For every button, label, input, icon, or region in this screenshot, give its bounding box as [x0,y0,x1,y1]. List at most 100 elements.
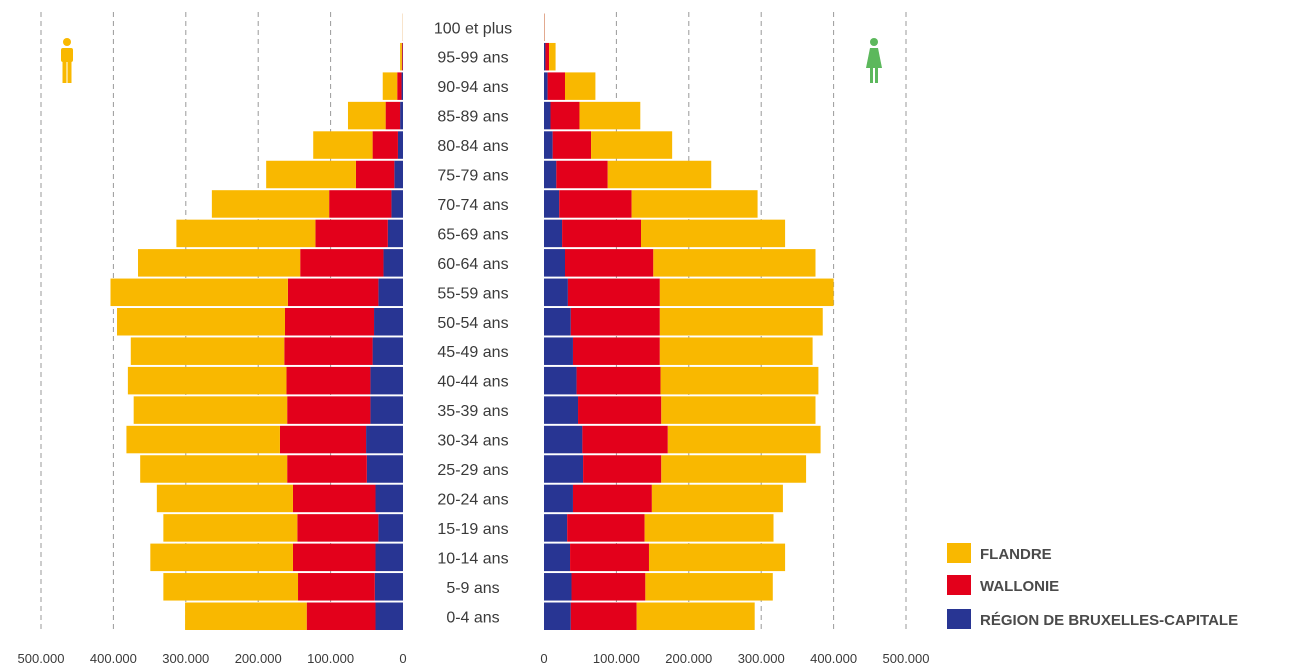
bar-left-bruxelles-0-4-ans [375,602,403,630]
x-tick-label-left: 400.000 [90,651,137,665]
bar-left-wallonie-60-64-ans [300,249,384,277]
bar-right-bruxelles-10-14-ans [544,543,571,572]
bar-right-flandre-50-54-ans [659,308,823,336]
bar-right-flandre-25-29-ans [661,455,807,483]
bar-left-wallonie-50-54-ans [284,308,375,336]
bar-left-wallonie-70-74-ans [329,190,392,218]
x-tick-label-left: 0 [399,651,406,665]
bar-right-bruxelles-15-19-ans [544,514,568,542]
x-tick-label-right: 300.000 [738,651,785,665]
legend-label-flandre: FLANDRE [980,546,1052,563]
bar-left-bruxelles-15-19-ans [378,514,403,542]
x-tick-label-right: 200.000 [665,651,712,665]
female-icon-right-leg [875,67,878,83]
bar-right-wallonie-30-34-ans [582,425,668,454]
bar-right-wallonie-5-9-ans [571,573,646,601]
male-icon-left-leg [62,61,67,83]
bar-left-bruxelles-5-9-ans [374,573,403,601]
bar-right-bruxelles-75-79-ans [544,160,557,189]
age-group-label: 30-34 ans [437,433,508,450]
bar-left-wallonie-15-19-ans [297,514,379,542]
age-group-label: 45-49 ans [437,344,508,361]
bar-left-wallonie-35-39-ans [287,396,371,424]
bar-left-flandre-65-69-ans [176,219,316,248]
legend: FLANDRE WALLONIE RÉGION DE BRUXELLES-CAP… [947,543,1238,629]
x-tick-label-left: 100.000 [307,651,354,665]
bar-left-flandre-50-54-ans [117,308,285,336]
bars-layer [110,13,834,630]
age-group-label: 65-69 ans [437,226,508,243]
bar-right-flandre-55-59-ans [659,278,834,307]
bar-right-bruxelles-45-49-ans [544,337,573,365]
bar-right-flandre-15-19-ans [644,514,774,542]
female-icon-dress [866,48,882,68]
bar-left-bruxelles-50-54-ans [374,308,403,336]
bar-left-flandre-20-24-ans [156,484,293,513]
age-group-label: 80-84 ans [437,138,508,155]
age-group-label: 50-54 ans [437,315,508,332]
bar-right-bruxelles-80-84-ans [544,131,553,159]
bar-right-wallonie-35-39-ans [578,396,662,424]
legend-swatch-wallonie [947,575,971,595]
bar-right-bruxelles-70-74-ans [544,190,560,218]
x-tick-label-right: 100.000 [593,651,640,665]
bar-left-flandre-0-4-ans [185,602,307,630]
bar-right-wallonie-55-59-ans [567,278,660,307]
bar-left-wallonie-65-69-ans [315,219,388,248]
bar-left-wallonie-80-84-ans [372,131,398,159]
bar-left-wallonie-5-9-ans [298,573,375,601]
bar-right-bruxelles-35-39-ans [544,396,579,424]
age-group-label: 85-89 ans [437,109,508,126]
age-group-label: 40-44 ans [437,374,508,391]
bar-left-flandre-85-89-ans [347,101,386,130]
age-labels-layer: 0-4 ans 5-9 ans 10-14 ans 15-19 ans 20-24 an… [434,20,512,626]
male-icon-body [61,48,73,62]
x-tick-label-left: 300.000 [162,651,209,665]
bar-right-flandre-45-49-ans [659,337,813,365]
bar-left-flandre-10-14-ans [150,543,293,572]
bar-right-flandre-80-84-ans [591,131,673,159]
bar-right-wallonie-80-84-ans [552,131,592,159]
bar-right-wallonie-40-44-ans [576,366,661,395]
male-person-icon [61,38,73,83]
bar-left-wallonie-85-89-ans [385,101,401,130]
bar-left-flandre-75-79-ans [266,160,356,189]
bar-right-flandre-90-94-ans [564,72,596,100]
bar-left-bruxelles-65-69-ans [387,219,403,248]
bar-left-flandre-35-39-ans [133,396,288,424]
bar-left-wallonie-90-94-ans [397,72,402,100]
bar-right-bruxelles-5-9-ans [544,573,572,601]
bar-right-bruxelles-85-89-ans [544,101,551,130]
bar-right-bruxelles-50-54-ans [544,308,571,336]
bar-right-flandre-95-99-ans [549,42,556,71]
bar-left-bruxelles-45-49-ans [372,337,403,365]
bar-left-bruxelles-85-89-ans [400,101,403,130]
bar-left-bruxelles-40-44-ans [370,366,403,395]
bar-right-flandre-35-39-ans [661,396,816,424]
bar-right-wallonie-25-29-ans [583,455,662,483]
x-tick-label-right: 400.000 [810,651,857,665]
bar-right-bruxelles-20-24-ans [544,484,573,513]
bar-right-wallonie-0-4-ans [570,602,637,630]
bar-left-flandre-30-34-ans [126,425,280,454]
x-tick-label-left: 500.000 [18,651,65,665]
age-group-label: 70-74 ans [437,197,508,214]
age-group-label: 55-59 ans [437,285,508,302]
age-group-label: 10-14 ans [437,550,508,567]
bar-right-bruxelles-65-69-ans [544,219,563,248]
male-icon-right-leg [67,61,72,83]
bar-right-flandre-75-79-ans [607,160,712,189]
bar-right-bruxelles-40-44-ans [544,366,577,395]
x-tick-label-left: 200.000 [235,651,282,665]
age-group-label: 0-4 ans [446,609,499,626]
bar-right-flandre-5-9-ans [645,573,773,601]
bar-left-bruxelles-30-34-ans [366,425,403,454]
age-group-label: 25-29 ans [437,462,508,479]
bar-right-bruxelles-25-29-ans [544,455,584,483]
x-axis-ticks-layer: 0 0 100.000 100.000 200.000 200.000 300.000 300… [18,651,930,665]
bar-left-flandre-5-9-ans [163,573,299,601]
bar-left-wallonie-20-24-ans [292,484,376,513]
bar-left-bruxelles-80-84-ans [397,131,403,159]
legend-swatch-bruxelles [947,609,971,629]
bar-right-wallonie-20-24-ans [572,484,652,513]
